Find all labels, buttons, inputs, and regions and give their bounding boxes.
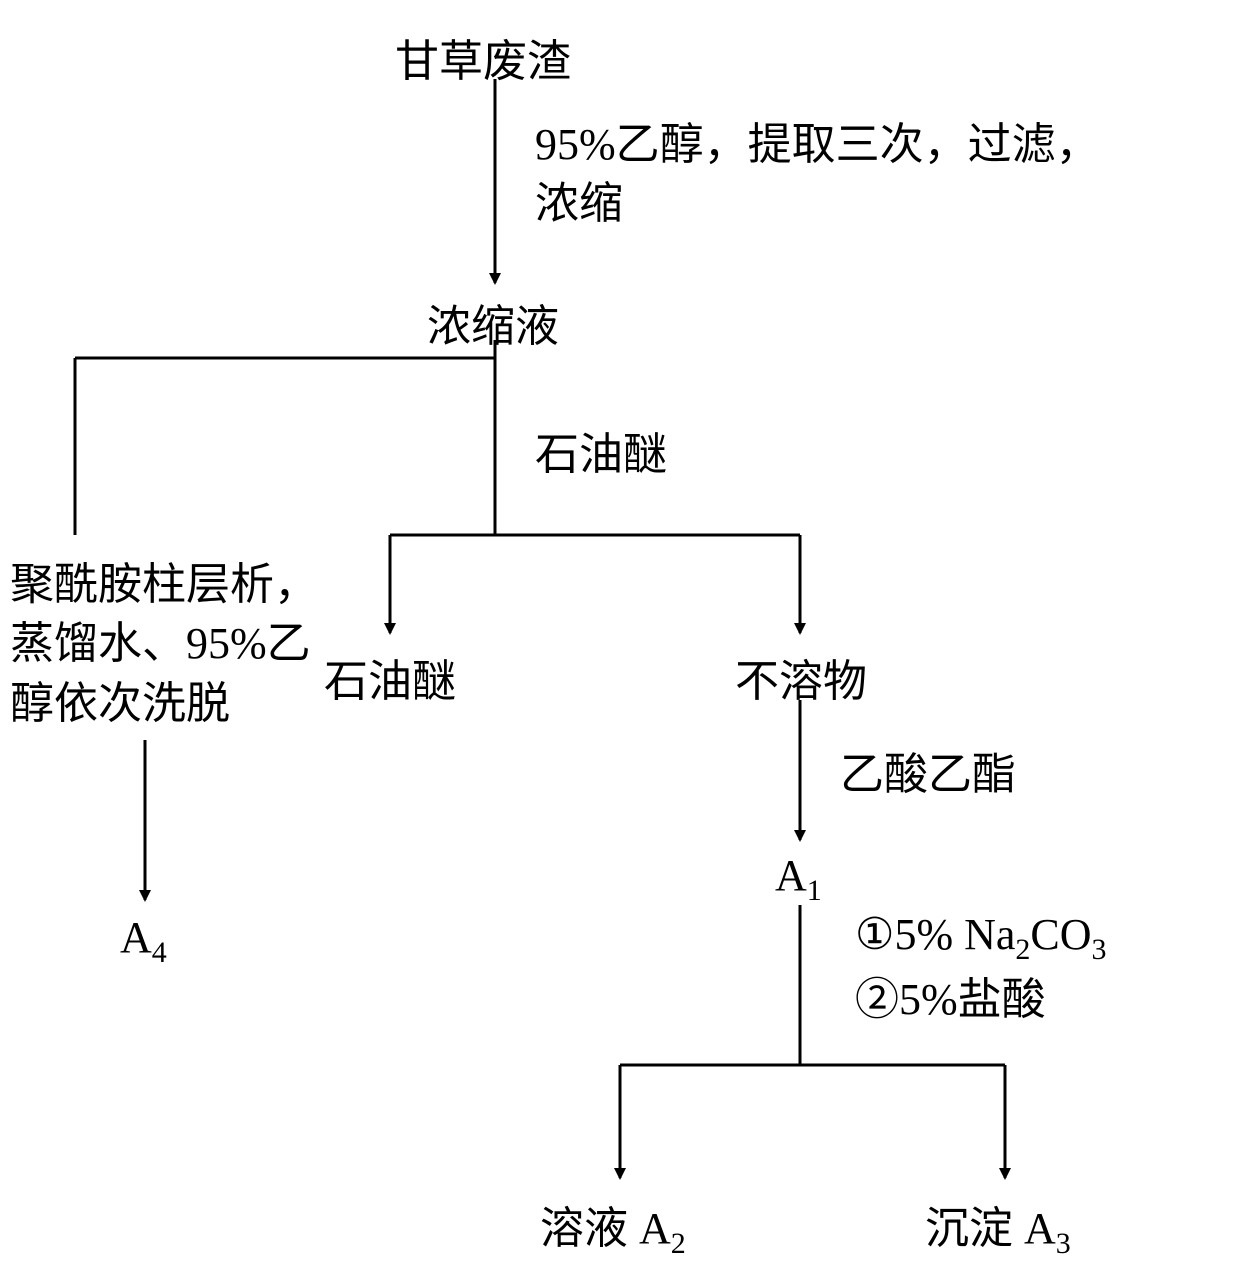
label-step1-sub1: 2 [1015, 933, 1030, 966]
label-step1-b: CO [1030, 910, 1091, 959]
node-a2: 溶液 A2 [540, 1192, 686, 1261]
label-steps: ①5% Na2CO3 ②5%盐酸 [855, 905, 1107, 1030]
node-concentrate: 浓缩液 [427, 290, 559, 354]
label-extract: 95%乙醇，提取三次，过滤， 浓缩 [535, 115, 1135, 234]
node-petroleum-ether-output: 石油醚 [324, 645, 456, 709]
a2-subscript: 2 [671, 1227, 686, 1260]
a3-text: 沉淀 A [925, 1204, 1056, 1253]
node-a1: A1 [775, 850, 822, 908]
a1-letter: A [775, 851, 807, 900]
label-chrom-line3: 醇依次洗脱 [10, 674, 340, 733]
a4-letter: A [120, 913, 152, 962]
label-extract-line1: 95%乙醇，提取三次，过滤， [535, 115, 1135, 174]
a2-text: 溶液 A [540, 1204, 671, 1253]
label-chrom-line1: 聚酰胺柱层析， [10, 555, 340, 614]
label-ethyl-acetate: 乙酸乙酯 [840, 745, 1016, 804]
label-step1: ①5% Na2CO3 [855, 905, 1107, 970]
label-step1-sub2: 3 [1092, 933, 1107, 966]
label-step1-a: ①5% Na [855, 910, 1015, 959]
label-chromatography: 聚酰胺柱层析， 蒸馏水、95%乙 醇依次洗脱 [10, 555, 340, 733]
label-extract-line2: 浓缩 [535, 174, 1135, 233]
node-start: 甘草废渣 [395, 25, 571, 89]
a3-subscript: 3 [1056, 1227, 1071, 1260]
label-step2: ②5%盐酸 [855, 970, 1107, 1029]
label-petroleum-ether: 石油醚 [535, 425, 667, 484]
a4-subscript: 4 [152, 936, 167, 969]
label-chrom-line2: 蒸馏水、95%乙 [10, 614, 340, 673]
a1-subscript: 1 [807, 874, 822, 907]
node-a3: 沉淀 A3 [925, 1192, 1071, 1261]
node-a4: A4 [120, 912, 167, 970]
node-insoluble: 不溶物 [735, 645, 867, 709]
